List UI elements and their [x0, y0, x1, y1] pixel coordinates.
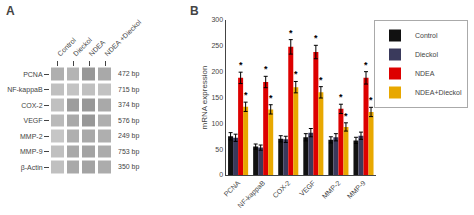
svg-text:*: * [289, 28, 293, 38]
svg-text:VEGF: VEGF [298, 179, 316, 197]
svg-text:*: * [239, 60, 243, 70]
svg-text:Dieckol: Dieckol [72, 36, 93, 57]
svg-text:PCNA: PCNA [223, 179, 242, 198]
svg-text:*: * [244, 90, 248, 100]
svg-text:mRNA expression: mRNA expression [200, 65, 209, 129]
svg-text:NDEA: NDEA [88, 38, 107, 57]
svg-text:COX-2: COX-2 [271, 179, 291, 199]
svg-text:Control: Control [56, 36, 77, 57]
svg-text:PCNA: PCNA [23, 71, 43, 78]
svg-text:Dieckol: Dieckol [415, 51, 438, 58]
svg-text:NF-kappaB: NF-kappaB [7, 86, 43, 94]
svg-text:*: * [264, 64, 268, 74]
svg-text:*: * [294, 69, 298, 79]
svg-text:β-Actin: β-Actin [21, 164, 43, 172]
svg-text:NF-kappaB: NF-kappaB [236, 179, 267, 210]
svg-text:150: 150 [211, 94, 223, 101]
svg-text:*: * [314, 33, 318, 43]
svg-text:715 bp: 715 bp [118, 86, 140, 94]
svg-text:0: 0 [219, 171, 223, 178]
svg-text:300: 300 [211, 16, 223, 23]
svg-text:*: * [319, 75, 323, 85]
svg-text:753 bp: 753 bp [118, 148, 140, 156]
svg-text:472 bp: 472 bp [118, 70, 140, 78]
svg-text:*: * [364, 60, 368, 70]
svg-text:MMP-9: MMP-9 [20, 148, 43, 155]
svg-text:*: * [369, 95, 373, 105]
svg-text:A: A [6, 4, 15, 18]
svg-text:200: 200 [211, 68, 223, 75]
svg-text:374 bp: 374 bp [118, 101, 140, 109]
svg-text:MMP-2: MMP-2 [20, 133, 43, 140]
svg-text:350 bp: 350 bp [118, 163, 140, 171]
svg-text:B: B [190, 4, 199, 18]
svg-text:*: * [269, 93, 273, 103]
svg-text:NDEA: NDEA [415, 70, 435, 77]
svg-text:VEGF: VEGF [24, 117, 43, 124]
svg-text:NDEA +Dieckol: NDEA +Dieckol [103, 18, 142, 57]
svg-text:249 bp: 249 bp [118, 132, 140, 140]
svg-text:NDEA+Dieckol: NDEA+Dieckol [415, 89, 462, 96]
svg-text:50: 50 [215, 146, 223, 153]
svg-text:*: * [339, 92, 343, 102]
svg-text:COX-2: COX-2 [21, 102, 43, 109]
svg-text:MMP-9: MMP-9 [346, 179, 367, 200]
svg-text:576 bp: 576 bp [118, 117, 140, 125]
svg-text:*: * [344, 111, 348, 121]
svg-text:Control: Control [415, 32, 438, 39]
svg-text:100: 100 [211, 120, 223, 127]
svg-text:MMP-2: MMP-2 [321, 179, 342, 200]
svg-text:250: 250 [211, 42, 223, 49]
